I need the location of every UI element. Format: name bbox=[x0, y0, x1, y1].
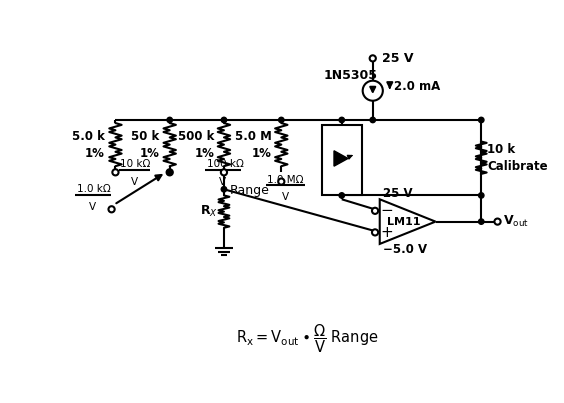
Text: V: V bbox=[130, 177, 138, 187]
Text: 2.0 mA: 2.0 mA bbox=[394, 80, 440, 93]
Text: 5.0 M
1%: 5.0 M 1% bbox=[235, 130, 272, 160]
Circle shape bbox=[370, 117, 376, 123]
Circle shape bbox=[478, 219, 484, 224]
Text: V$_\mathrm{out}$: V$_\mathrm{out}$ bbox=[503, 214, 529, 229]
Text: R$_X$: R$_X$ bbox=[200, 204, 218, 219]
Circle shape bbox=[363, 81, 383, 101]
Text: 100 kΩ: 100 kΩ bbox=[207, 159, 244, 169]
Text: 1.0 MΩ: 1.0 MΩ bbox=[267, 174, 304, 185]
Text: 25 V: 25 V bbox=[382, 52, 413, 65]
Text: V: V bbox=[219, 177, 226, 187]
Text: 500 k
1%: 500 k 1% bbox=[178, 130, 215, 160]
Circle shape bbox=[112, 169, 118, 175]
Text: 1N5305: 1N5305 bbox=[324, 69, 378, 82]
Text: 10 kΩ: 10 kΩ bbox=[120, 159, 151, 169]
Text: 25 V: 25 V bbox=[383, 187, 412, 200]
Text: +: + bbox=[380, 225, 393, 240]
Circle shape bbox=[167, 170, 173, 175]
Polygon shape bbox=[380, 199, 435, 244]
Circle shape bbox=[279, 117, 284, 123]
Text: LM11: LM11 bbox=[387, 216, 421, 226]
Text: 1.0 kΩ: 1.0 kΩ bbox=[77, 184, 111, 194]
Circle shape bbox=[369, 55, 376, 61]
Text: 10 k
Calibrate: 10 k Calibrate bbox=[487, 143, 548, 173]
Circle shape bbox=[278, 179, 284, 185]
Circle shape bbox=[372, 208, 378, 214]
Text: V: V bbox=[281, 192, 289, 202]
Text: Range: Range bbox=[230, 184, 270, 197]
Circle shape bbox=[221, 169, 227, 175]
Text: −5.0 V: −5.0 V bbox=[383, 243, 427, 256]
Circle shape bbox=[108, 206, 114, 212]
Text: $\mathrm{R_x = V_{out} \bullet \dfrac{\Omega}{V}\ Range}$: $\mathrm{R_x = V_{out} \bullet \dfrac{\O… bbox=[236, 322, 378, 355]
Circle shape bbox=[339, 193, 345, 198]
Circle shape bbox=[221, 187, 227, 192]
Text: V: V bbox=[89, 202, 96, 212]
Text: −: − bbox=[380, 204, 393, 218]
Circle shape bbox=[221, 117, 227, 123]
Circle shape bbox=[495, 218, 501, 225]
Circle shape bbox=[478, 117, 484, 123]
Circle shape bbox=[478, 193, 484, 198]
Polygon shape bbox=[334, 151, 348, 166]
Circle shape bbox=[339, 117, 345, 123]
Text: 50 k
1%: 50 k 1% bbox=[131, 130, 160, 160]
Circle shape bbox=[166, 169, 173, 175]
Circle shape bbox=[372, 229, 378, 235]
Text: 5.0 k
1%: 5.0 k 1% bbox=[72, 130, 104, 160]
Bar bbox=[321, 125, 362, 195]
Circle shape bbox=[167, 117, 173, 123]
